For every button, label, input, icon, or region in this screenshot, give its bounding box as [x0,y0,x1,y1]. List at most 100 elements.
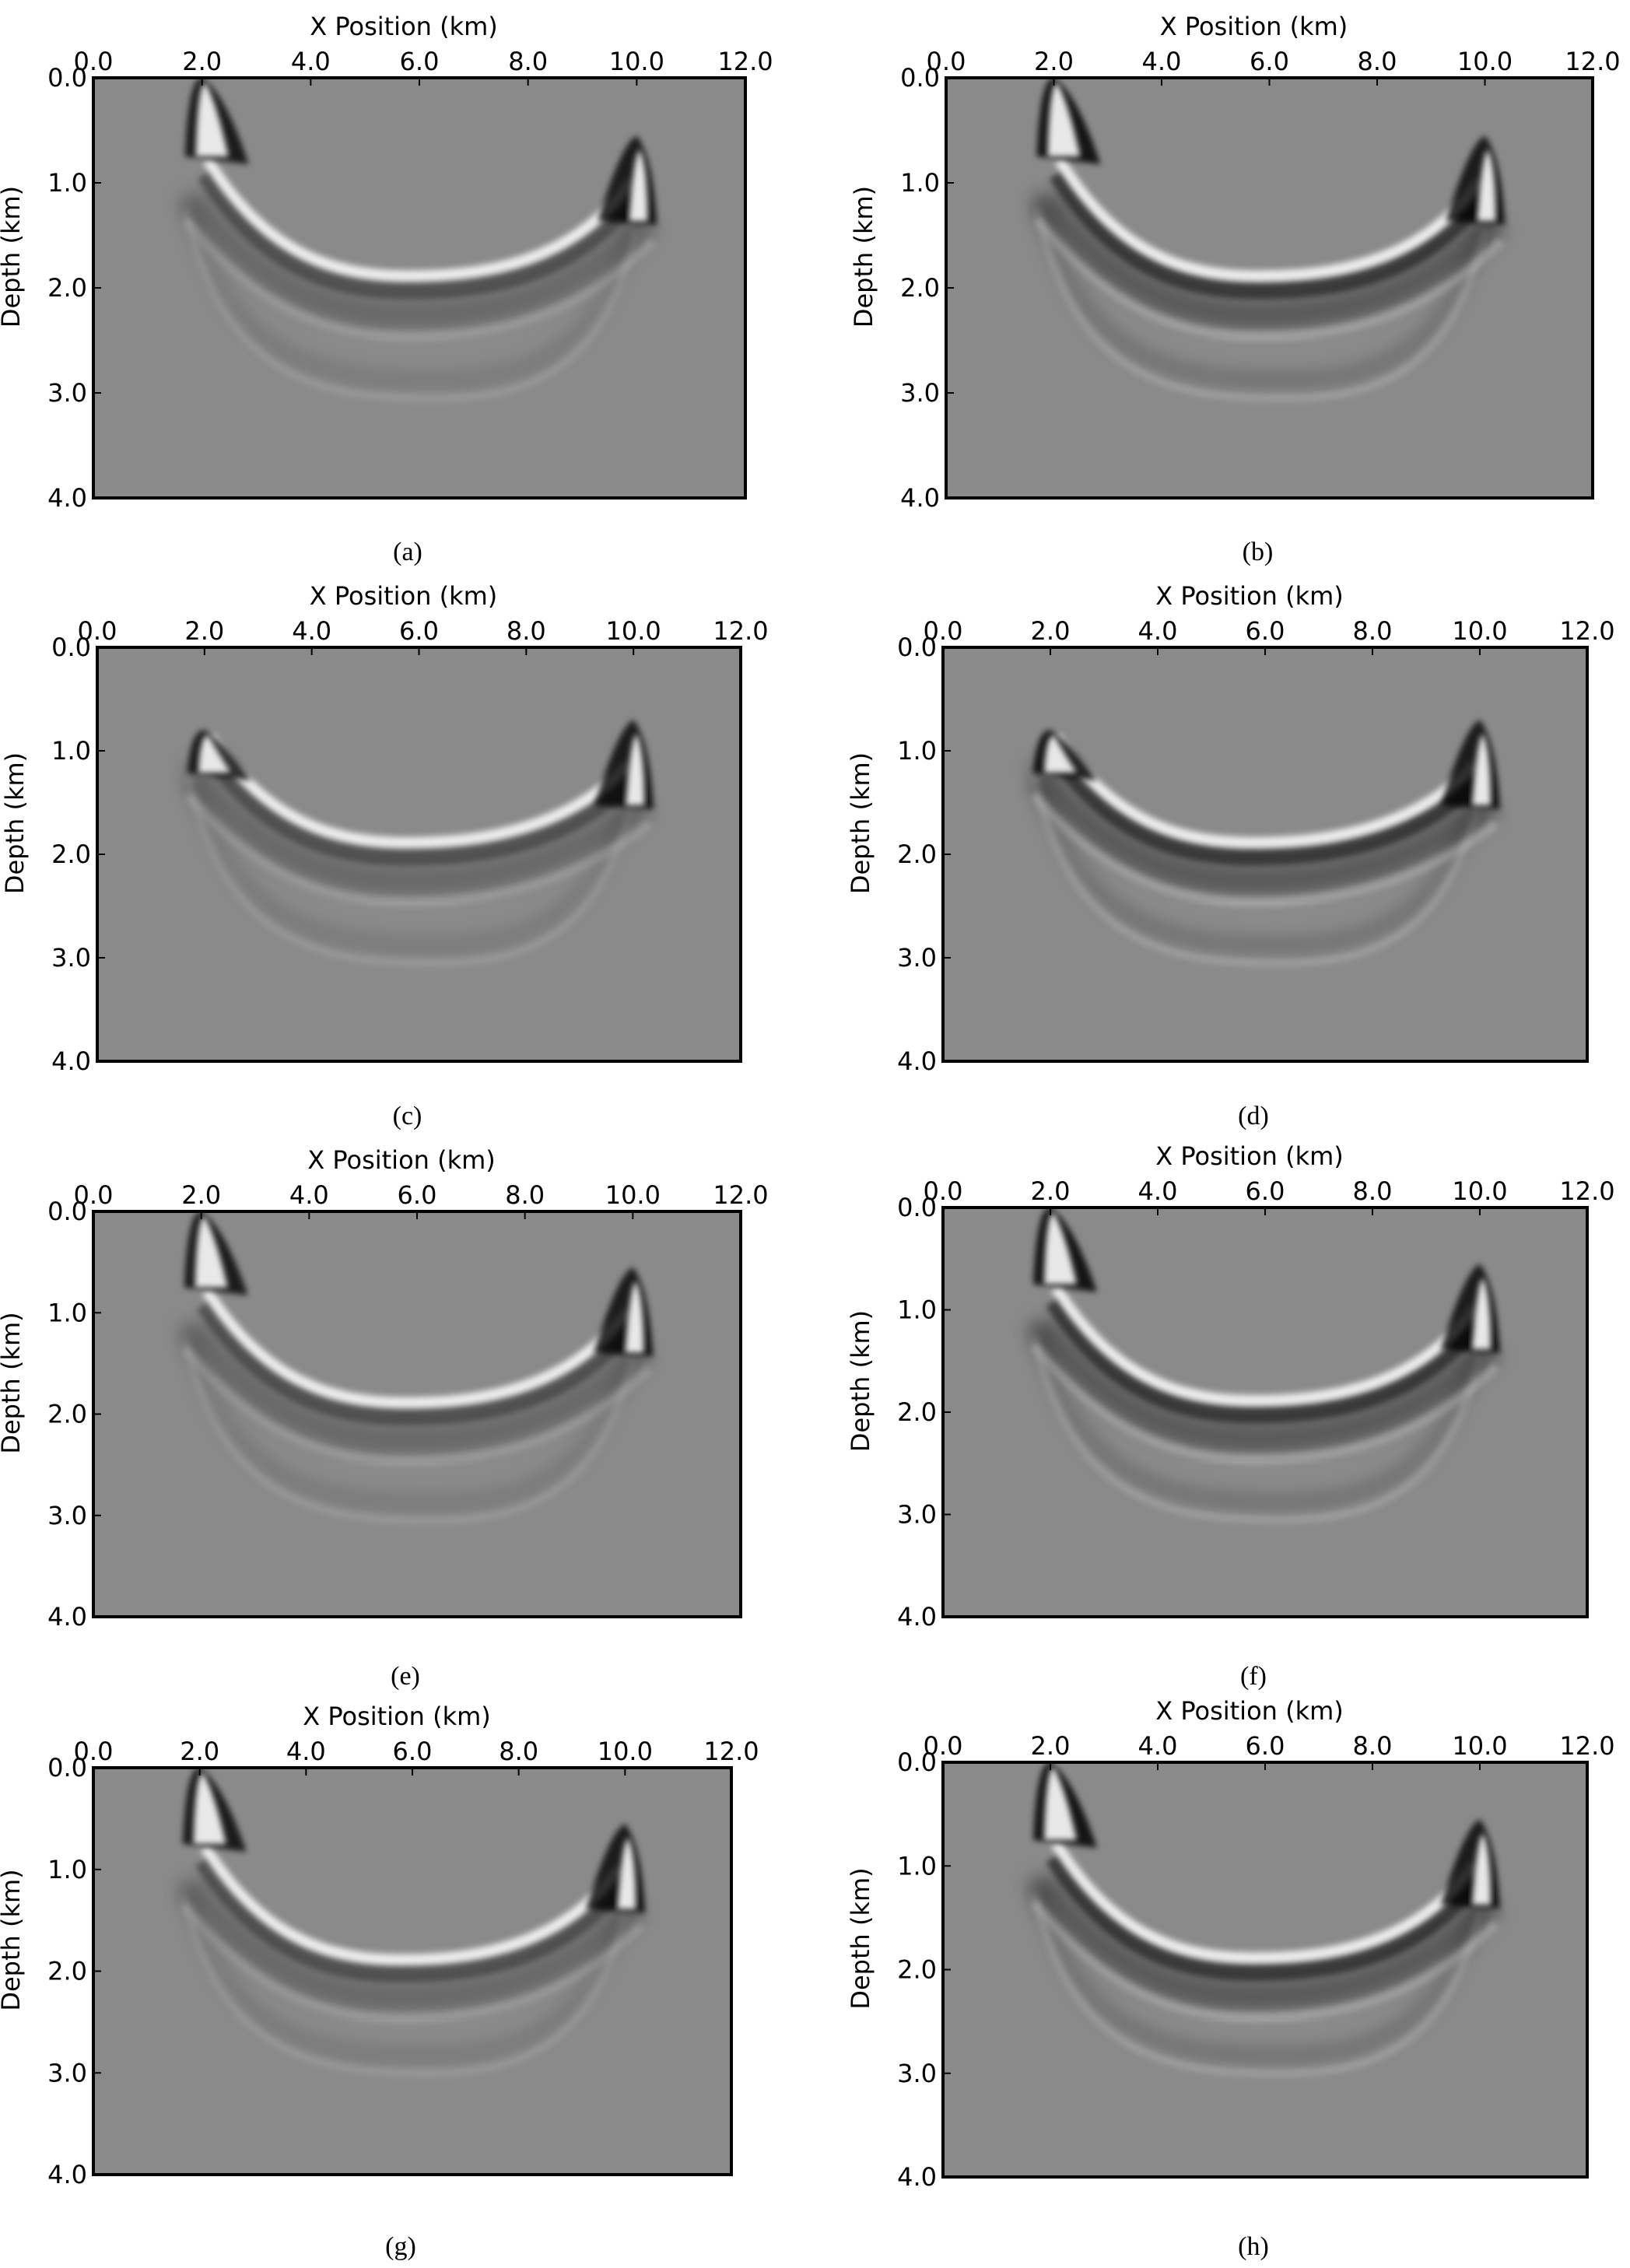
x-axis-title: X Position (km) [307,1145,496,1175]
x-tick-label: 12.0 [713,1180,768,1210]
x-tick-label: 12.0 [703,1737,759,1766]
seismic-image [175,1768,647,2077]
middle-band-bright [184,792,653,906]
panel-caption: (c) [393,1102,422,1130]
x-tick-label: 4.0 [291,47,331,76]
main-reflection-bright [202,1287,633,1408]
left-apex-bright [1044,1212,1077,1285]
x-tick-label: 12.0 [713,616,768,646]
lower-reflection-bright [1033,208,1489,402]
middle-band-bright [1030,792,1499,906]
y-tick-label: 1.0 [47,168,87,198]
lower-reflection-bright [180,1894,629,2077]
lower-reflection-bright [181,208,641,402]
main-reflection-dark [1049,170,1489,300]
panel-caption: (g) [385,2232,416,2261]
x-tick-label: 10.0 [606,616,661,646]
x-tick-label: 6.0 [398,1180,437,1210]
right-apex-bright [1472,734,1491,806]
y-tick-label: 2.0 [897,840,937,869]
x-tick-label: 8.0 [505,1180,545,1210]
y-tick-label: 1.0 [897,1295,937,1325]
x-axis-title: X Position (km) [1155,1696,1344,1726]
left-apex-bright [193,1772,226,1845]
x-tick-label: 6.0 [1246,1731,1285,1761]
main-reflection-bright [200,1844,625,1965]
x-tick-label: 2.0 [1031,1731,1071,1761]
x-tick-label: 8.0 [1358,47,1397,76]
y-tick-label: 4.0 [47,1602,87,1632]
main-reflection-dark [195,1856,629,1982]
x-axis-title: X Position (km) [303,1702,491,1731]
right-apex-bright [1472,1278,1491,1350]
x-tick-label: 6.0 [399,616,439,646]
middle-band-bright [181,1345,653,1465]
panel-d: 0.0 2.0 4.0 6.0 8.0 10.0 12.0 0.0 1.0 2.0 3.0 4.0 X … [846,581,1615,1130]
y-tick-label: 2.0 [51,840,91,869]
main-reflection-dark [1046,1853,1485,1981]
y-tick-label: 4.0 [900,483,940,513]
y-axis-title: Depth (km) [0,1869,26,2010]
x-tick-label: 6.0 [400,47,440,76]
x-tick-label: 12.0 [1559,1731,1614,1761]
right-apex-bright [1477,149,1496,222]
y-tick-label: 4.0 [897,1602,937,1632]
x-tick-label: 12.0 [1565,47,1620,76]
x-tick-label: 0.0 [78,616,117,646]
x-tick-label: 10.0 [605,1180,661,1210]
x-tick-label: 0.0 [924,1176,963,1206]
x-tick-label: 2.0 [182,47,222,76]
main-reflection-dark [1046,745,1484,866]
panel-caption: (h) [1238,2232,1269,2261]
y-tick-label: 3.0 [897,2059,937,2088]
x-tick-label: 10.0 [1452,616,1507,646]
left-apex-bright [198,734,231,773]
y-tick-label: 3.0 [897,1500,937,1530]
y-tick-label: 0.0 [47,63,87,93]
x-tick-label: 10.0 [1452,1731,1507,1761]
y-tick-label: 0.0 [51,633,91,662]
lower-reflection-bright [1030,1891,1484,2077]
main-reflection-dark [1046,1297,1485,1424]
x-axis-title: X Position (km) [310,12,498,41]
lower-reflection-dark [1025,1316,1488,1511]
panel-caption: (d) [1238,1102,1269,1130]
y-tick-label: 0.0 [47,1753,87,1783]
middle-band-dark [1030,189,1508,331]
y-tick-label: 1.0 [47,1855,87,1884]
x-tick-label: 10.0 [1457,47,1513,76]
panel-caption: (e) [391,1662,420,1691]
y-tick-label: 3.0 [47,378,87,408]
y-tick-label: 1.0 [897,736,937,766]
middle-band-dark [177,1318,655,1456]
x-tick-label: 10.0 [609,47,664,76]
right-apex-bright [617,1837,636,1909]
x-axis-title: X Position (km) [1160,12,1348,41]
y-tick-label: 0.0 [47,1197,87,1226]
y-tick-label: 4.0 [897,1046,937,1076]
x-tick-label: 4.0 [1142,47,1182,76]
x-tick-label: 4.0 [1138,1731,1178,1761]
lower-reflection-dark [177,189,646,389]
main-reflection-bright [1050,1284,1479,1407]
x-axis-title: X Position (km) [310,581,498,611]
panel-g: 0.0 2.0 4.0 6.0 8.0 10.0 12.0 0.0 1.0 2.0 3.0 4.0 X … [0,1702,759,2261]
x-tick-label: 0.0 [924,1731,963,1761]
middle-band-dark [181,764,654,897]
middle-band-dark [1027,1316,1502,1454]
x-tick-label: 8.0 [508,47,548,76]
seismic-image [1025,1762,1502,2077]
right-apex-bright [625,1281,644,1353]
x-tick-label: 4.0 [1138,616,1178,646]
main-reflection-bright [1050,1840,1479,1964]
panel-caption: (a) [393,538,422,566]
right-apex-bright [626,734,645,806]
x-tick-label: 2.0 [1031,1176,1071,1206]
panel-caption: (f) [1240,1662,1267,1691]
x-tick-label: 0.0 [927,47,966,76]
main-reflection-dark [200,745,637,866]
y-axis-title: Depth (km) [849,186,878,328]
y-tick-label: 3.0 [47,2058,87,2087]
